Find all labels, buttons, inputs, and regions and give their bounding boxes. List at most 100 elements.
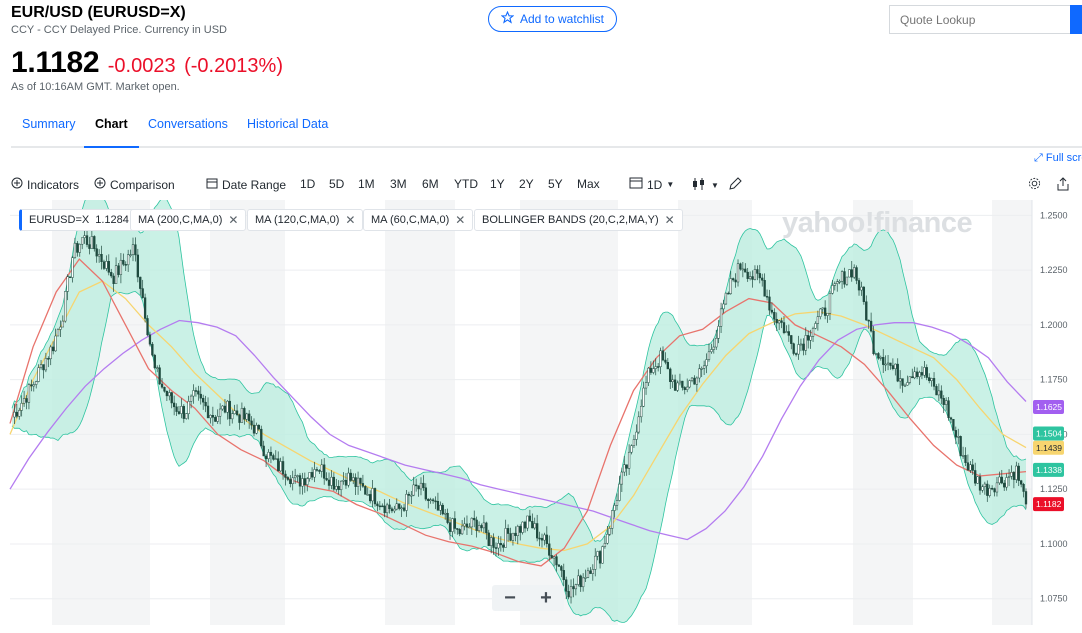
quote-lookup-input[interactable]: [889, 5, 1070, 34]
range-6m[interactable]: 6M: [422, 177, 439, 191]
candle-body: [971, 464, 974, 471]
range-1y[interactable]: 1Y: [490, 177, 505, 191]
candle-body: [623, 464, 626, 473]
candle-body: [494, 547, 498, 549]
range-ytd[interactable]: YTD: [454, 177, 478, 191]
last-price: 1.1182: [11, 46, 100, 79]
close-icon[interactable]: ✕: [228, 213, 239, 227]
candle-body: [959, 436, 962, 457]
range-max[interactable]: Max: [577, 177, 600, 191]
candle-body: [1022, 484, 1025, 492]
range-1m[interactable]: 1M: [358, 177, 375, 191]
full-screen-link[interactable]: ⤢ Full screen: [1034, 152, 1082, 165]
zoom-out-button[interactable]: −: [504, 586, 516, 609]
date-range-label: Date Range: [222, 177, 287, 192]
legend-symbol[interactable]: EURUSD=X 1.1284: [19, 209, 137, 231]
quote-tabs: Summary Chart Conversations Historical D…: [11, 104, 1082, 148]
zoom-control: − +: [492, 585, 564, 611]
date-range-button[interactable]: Date Range: [206, 177, 286, 192]
candle-body: [153, 354, 156, 369]
price-chart[interactable]: 1.25001.22501.20001.17501.15001.12501.10…: [0, 200, 1082, 633]
candle-body: [1007, 476, 1011, 478]
range-5y[interactable]: 5Y: [548, 177, 563, 191]
candle-body: [272, 455, 275, 460]
candle-body: [439, 504, 442, 511]
candle-body: [555, 556, 558, 566]
candle-body: [332, 476, 336, 490]
price-label-badge: [1033, 462, 1064, 477]
candle-body: [107, 261, 110, 273]
candle-body: [318, 470, 321, 472]
settings-button[interactable]: [1028, 177, 1041, 193]
search-button[interactable]: [1070, 5, 1082, 34]
range-3m[interactable]: 3M: [390, 177, 407, 191]
plus-circle-icon: [94, 177, 106, 192]
candle-body: [862, 286, 866, 302]
close-icon[interactable]: ✕: [345, 213, 356, 227]
candle-body: [920, 372, 924, 376]
calendar-icon: [206, 177, 218, 192]
share-button[interactable]: [1057, 177, 1069, 194]
candle-body: [574, 584, 578, 590]
candle-body: [180, 406, 183, 414]
candle-body: [577, 575, 580, 585]
star-icon: [500, 10, 515, 27]
chart-toolbar: Indicators Comparison Date Range 1D 5D 1…: [11, 176, 1082, 196]
candle-body: [543, 534, 546, 541]
candle-body: [618, 483, 621, 501]
candle-body: [369, 494, 372, 502]
close-icon[interactable]: ✕: [664, 213, 675, 227]
candle-body: [739, 263, 742, 270]
candle-body: [695, 377, 699, 385]
candle-body: [168, 392, 171, 397]
zoom-in-button[interactable]: +: [540, 586, 552, 609]
candle-body: [223, 405, 227, 413]
candle-body: [727, 292, 730, 295]
candle-body: [88, 244, 91, 249]
candle-body: [81, 237, 84, 245]
candle-body: [540, 538, 544, 541]
candle-body: [988, 487, 991, 496]
tab-conversations[interactable]: Conversations: [148, 117, 228, 131]
candle-body: [1020, 480, 1023, 485]
candle-body: [356, 477, 360, 487]
tab-historical-data[interactable]: Historical Data: [247, 117, 329, 131]
draw-tool-button[interactable]: [728, 177, 742, 194]
candle-body: [591, 569, 594, 574]
candle-body: [187, 401, 190, 414]
y-tick-label: 1.1000: [1040, 539, 1068, 549]
candle-body: [632, 439, 636, 446]
interval-select[interactable]: 1D ▼: [629, 177, 674, 192]
tab-chart[interactable]: Chart: [84, 104, 139, 148]
tab-summary[interactable]: Summary: [22, 117, 76, 131]
calendar-icon: [629, 177, 643, 192]
candle-body: [218, 408, 222, 417]
comparison-button[interactable]: Comparison: [94, 177, 175, 192]
chart-type-select[interactable]: ▼: [691, 177, 719, 194]
candle-body: [952, 419, 955, 431]
candle-body: [932, 378, 936, 387]
legend-bollinger[interactable]: BOLLINGER BANDS (20,C,2,MA,Y) ✕: [474, 209, 683, 231]
indicators-button[interactable]: Indicators: [11, 177, 79, 192]
legend-ma120[interactable]: MA (120,C,MA,0) ✕: [247, 209, 364, 231]
candle-body: [860, 286, 863, 291]
candle-body: [724, 292, 728, 305]
candle-body: [923, 367, 926, 376]
add-to-watchlist-button[interactable]: Add to watchlist: [488, 6, 617, 32]
candle-body: [601, 546, 604, 564]
candle-body: [688, 380, 691, 388]
range-2y[interactable]: 2Y: [519, 177, 534, 191]
legend-ma60[interactable]: MA (60,C,MA,0) ✕: [363, 209, 474, 231]
candle-body: [286, 477, 290, 480]
close-icon[interactable]: ✕: [455, 213, 466, 227]
candle-body: [185, 413, 188, 419]
legend-ma200[interactable]: MA (200,C,MA,0) ✕: [130, 209, 247, 231]
range-5d[interactable]: 5D: [329, 177, 345, 191]
candle-body: [388, 504, 391, 510]
range-1d[interactable]: 1D: [300, 177, 316, 191]
comparison-label: Comparison: [110, 177, 175, 192]
candle-body: [165, 390, 169, 397]
candle-body: [751, 276, 754, 280]
candle-body: [942, 398, 945, 405]
candle-body: [417, 485, 420, 490]
